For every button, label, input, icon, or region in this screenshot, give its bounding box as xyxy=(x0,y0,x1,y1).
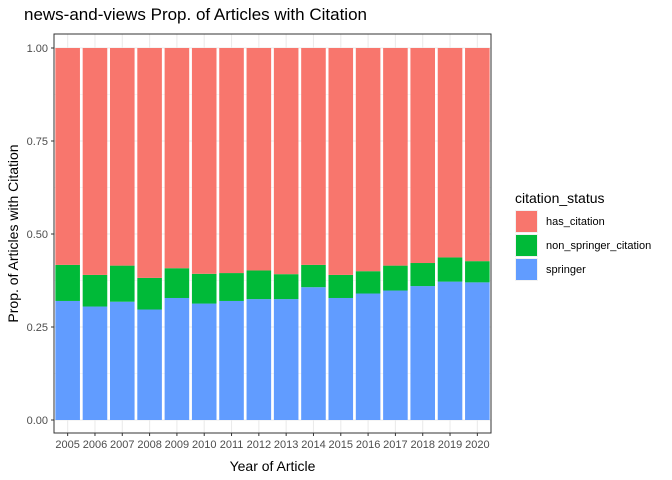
x-tick-label: 2013 xyxy=(274,439,298,451)
bar-has_citation-2012 xyxy=(246,48,272,271)
bar-has_citation-2013 xyxy=(273,48,299,275)
bar-springer-2017 xyxy=(383,290,408,420)
bar-has_citation-2019 xyxy=(437,48,463,258)
x-axis-title: Year of Article xyxy=(230,458,316,474)
x-tick-label: 2011 xyxy=(220,439,244,451)
legend-title: citation_status xyxy=(515,190,605,206)
bar-has_citation-2007 xyxy=(109,48,135,266)
bar-non_springer_citation-2017 xyxy=(383,265,408,291)
x-tick-label: 2005 xyxy=(55,439,79,451)
bar-non_springer_citation-2006 xyxy=(82,274,108,307)
bar-springer-2019 xyxy=(437,281,463,420)
bar-non_springer_citation-2018 xyxy=(410,263,436,287)
bar-has_citation-2016 xyxy=(355,48,381,272)
bar-has_citation-2005 xyxy=(55,48,80,265)
y-axis: 0.00 0.25 0.50 0.75 1.00 xyxy=(27,43,54,427)
legend-label-non_springer_citation: non_springer_citation xyxy=(546,240,651,252)
bar-has_citation-2008 xyxy=(137,48,162,278)
bar-has_citation-2006 xyxy=(82,48,108,275)
x-tick-label: 2014 xyxy=(301,439,325,451)
y-axis-title: Prop. of Articles with Citation xyxy=(5,144,21,322)
x-tick-label: 2008 xyxy=(137,439,161,451)
bar-springer-2015 xyxy=(328,297,354,420)
bar-non_springer_citation-2014 xyxy=(301,264,326,288)
bar-springer-2008 xyxy=(137,309,162,420)
x-tick-label: 2009 xyxy=(165,439,189,451)
bar-non_springer_citation-2011 xyxy=(219,273,244,301)
bar-non_springer_citation-2005 xyxy=(55,264,80,301)
bar-springer-2010 xyxy=(191,303,217,420)
legend-key-has_citation xyxy=(516,211,537,232)
legend-key-springer xyxy=(516,259,537,280)
legend-label-springer: springer xyxy=(546,264,586,276)
bar-springer-2014 xyxy=(301,287,326,420)
x-tick-label: 2010 xyxy=(192,439,216,451)
chart-title: news-and-views Prop. of Articles with Ci… xyxy=(24,5,367,24)
bar-non_springer_citation-2009 xyxy=(164,268,190,298)
x-tick-label: 2016 xyxy=(356,439,380,451)
y-tick-label: 1.00 xyxy=(27,43,48,55)
legend-key-non_springer_citation xyxy=(516,235,537,256)
bar-springer-2020 xyxy=(465,282,490,420)
x-tick-label: 2012 xyxy=(247,439,271,451)
x-tick-label: 2020 xyxy=(465,439,489,451)
bar-springer-2007 xyxy=(109,301,135,420)
bar-springer-2013 xyxy=(273,299,299,420)
bar-springer-2005 xyxy=(55,300,80,420)
x-tick-label: 2007 xyxy=(110,439,134,451)
x-tick-label: 2017 xyxy=(383,439,407,451)
bar-springer-2018 xyxy=(410,286,436,420)
bar-has_citation-2009 xyxy=(164,48,190,269)
bar-has_citation-2017 xyxy=(383,48,408,266)
y-tick-label: 0.50 xyxy=(27,229,48,241)
bar-non_springer_citation-2020 xyxy=(465,261,490,283)
bars xyxy=(55,48,490,420)
bar-non_springer_citation-2013 xyxy=(273,274,299,300)
bar-has_citation-2020 xyxy=(465,48,490,262)
bar-non_springer_citation-2008 xyxy=(137,277,162,310)
bar-has_citation-2014 xyxy=(301,48,326,265)
x-tick-label: 2019 xyxy=(438,439,462,451)
x-tick-label: 2015 xyxy=(329,439,353,451)
x-axis: 2005 2006 2007 2008 2009 2010 2011 2012 2013 2014… xyxy=(55,433,490,451)
bar-non_springer_citation-2010 xyxy=(191,273,217,304)
y-tick-label: 0.25 xyxy=(27,322,48,334)
bar-springer-2009 xyxy=(164,297,190,420)
bar-has_citation-2015 xyxy=(328,48,354,275)
bar-springer-2011 xyxy=(219,300,244,420)
bar-non_springer_citation-2015 xyxy=(328,274,354,298)
y-tick-label: 0.00 xyxy=(27,415,48,427)
bar-has_citation-2010 xyxy=(191,48,217,274)
bar-has_citation-2011 xyxy=(219,48,244,274)
bar-non_springer_citation-2007 xyxy=(109,265,135,302)
x-tick-label: 2018 xyxy=(410,439,434,451)
bar-non_springer_citation-2012 xyxy=(246,270,272,300)
bar-springer-2016 xyxy=(355,293,381,420)
legend: citation_status has_citation non_springer… xyxy=(515,190,651,281)
bar-non_springer_citation-2019 xyxy=(437,257,463,282)
legend-label-has_citation: has_citation xyxy=(546,216,605,228)
bar-springer-2006 xyxy=(82,306,108,420)
bar-springer-2012 xyxy=(246,299,272,420)
x-tick-label: 2006 xyxy=(83,439,107,451)
bar-has_citation-2018 xyxy=(410,48,436,264)
bar-non_springer_citation-2016 xyxy=(355,271,381,294)
y-tick-label: 0.75 xyxy=(27,136,48,148)
